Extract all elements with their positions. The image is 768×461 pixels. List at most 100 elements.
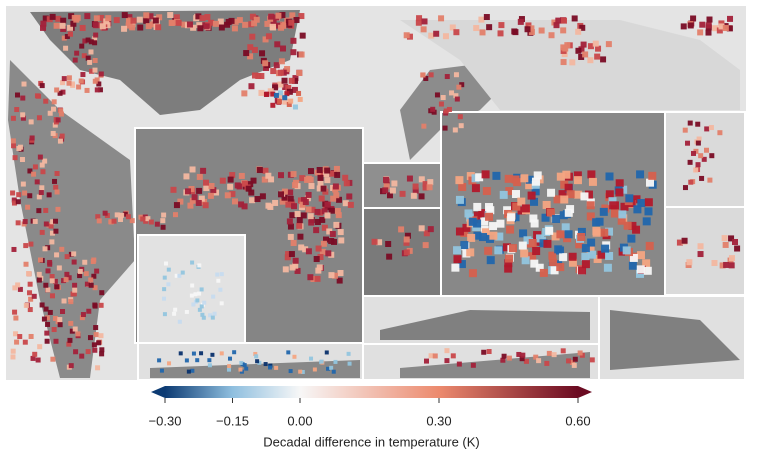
cell	[53, 218, 59, 224]
cell	[643, 266, 652, 275]
cell	[277, 172, 284, 179]
cell	[317, 254, 324, 261]
cell	[11, 246, 17, 252]
cell	[550, 266, 559, 275]
cell	[270, 102, 276, 108]
cell	[292, 182, 299, 189]
cell	[32, 351, 38, 357]
cell	[511, 190, 520, 199]
cell	[229, 172, 236, 179]
cell	[691, 150, 697, 156]
cell	[421, 18, 428, 25]
cell	[256, 167, 263, 174]
cell	[11, 200, 17, 206]
cell	[481, 170, 490, 179]
cell	[11, 143, 17, 149]
cell	[728, 255, 735, 262]
cell	[274, 41, 281, 48]
cell	[87, 335, 93, 341]
cell	[592, 228, 601, 237]
cell	[14, 339, 20, 345]
cell	[92, 67, 98, 73]
cell	[547, 188, 556, 197]
cell	[697, 251, 704, 258]
cell	[458, 123, 464, 129]
cell	[386, 253, 393, 260]
cell	[538, 27, 545, 34]
colorbar-bar	[165, 386, 578, 398]
cell	[494, 246, 503, 255]
cell	[572, 356, 578, 362]
cell	[485, 212, 494, 221]
cell	[154, 221, 160, 227]
cell	[546, 208, 555, 217]
cell	[207, 192, 214, 199]
cell	[497, 30, 504, 37]
cell	[410, 192, 417, 199]
cell	[486, 206, 495, 215]
cell	[704, 147, 710, 153]
cell	[406, 33, 413, 40]
cell	[453, 72, 459, 78]
cell	[72, 282, 78, 288]
cell	[636, 265, 645, 274]
cell	[467, 233, 476, 242]
cell	[243, 50, 250, 57]
cell	[564, 183, 573, 192]
cell	[536, 358, 542, 364]
cell	[289, 264, 296, 271]
cell	[57, 317, 63, 323]
cell	[560, 348, 566, 354]
cell	[61, 35, 67, 41]
cell	[195, 199, 202, 206]
cell	[227, 183, 234, 190]
colorbar-extend-high	[578, 386, 592, 398]
cell	[330, 195, 337, 202]
cell	[642, 217, 651, 226]
cell	[536, 234, 545, 243]
cell	[259, 193, 266, 200]
cell	[286, 88, 293, 95]
cell	[382, 187, 389, 194]
cell	[49, 278, 55, 284]
cell	[92, 58, 98, 64]
cell	[600, 56, 607, 63]
cell	[173, 14, 180, 21]
cell	[385, 240, 392, 247]
cell	[479, 29, 486, 36]
cell	[290, 49, 297, 56]
cell	[489, 222, 498, 231]
cell	[236, 17, 243, 24]
cell	[438, 101, 444, 107]
cell	[53, 228, 59, 234]
cell	[709, 153, 715, 159]
cell	[66, 80, 72, 86]
cell	[161, 212, 167, 218]
cell	[197, 291, 202, 296]
cell	[289, 212, 296, 219]
cell	[196, 22, 203, 29]
cell	[208, 313, 213, 318]
cell	[473, 211, 482, 220]
cell	[42, 246, 48, 252]
cell	[287, 195, 294, 202]
cell	[530, 219, 539, 228]
cell	[39, 302, 45, 308]
cell	[71, 259, 77, 265]
cell	[54, 170, 60, 176]
cell	[52, 178, 58, 184]
cell	[314, 208, 321, 215]
cell	[229, 191, 236, 198]
cell	[633, 205, 642, 214]
cell	[422, 242, 429, 249]
cell	[587, 57, 594, 64]
colorbar-tick-label: 0.00	[287, 413, 312, 428]
cell	[79, 353, 85, 359]
cell	[44, 315, 50, 321]
cell	[27, 193, 33, 199]
cell	[147, 13, 154, 20]
cell	[475, 173, 484, 182]
cell	[560, 59, 567, 66]
cell	[403, 249, 410, 256]
inset-iran	[664, 206, 746, 296]
